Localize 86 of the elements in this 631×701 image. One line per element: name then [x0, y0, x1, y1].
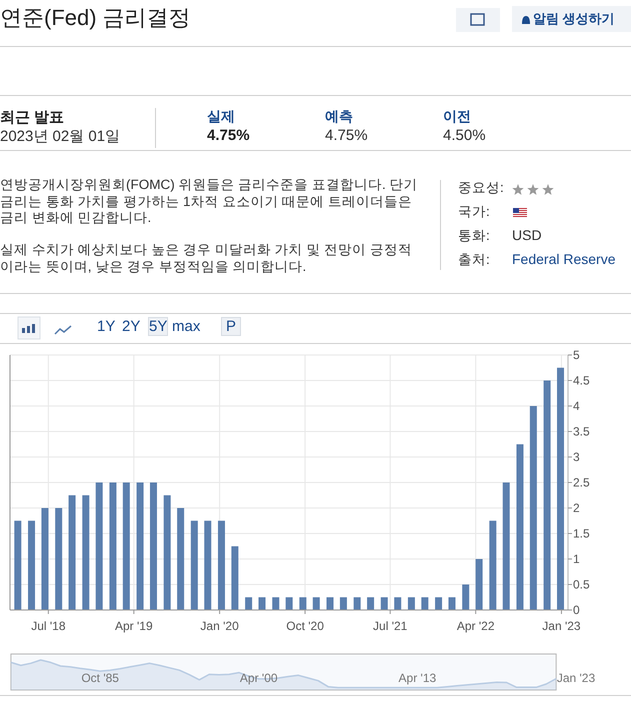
- bar: [354, 597, 361, 610]
- bar: [245, 597, 252, 610]
- bar: [462, 584, 470, 610]
- y-tick-label: 0.5: [573, 578, 590, 592]
- text: 실제: [207, 108, 235, 126]
- text: 연준(Fed) 금리결정: [0, 4, 191, 32]
- bar: [82, 495, 90, 610]
- bar: [272, 597, 280, 610]
- bar: [530, 406, 537, 610]
- x-tick-label: Apr '13: [398, 671, 437, 685]
- bar: [299, 597, 306, 610]
- y-tick-label: 3: [573, 450, 580, 464]
- source-note: 출처:: [458, 251, 490, 269]
- bar: [96, 482, 103, 610]
- bar: [231, 546, 238, 610]
- bar: [340, 597, 347, 610]
- bar: [109, 482, 116, 610]
- bar: [435, 597, 442, 610]
- text: 통화:: [458, 227, 490, 245]
- bar: [41, 508, 48, 610]
- text: P: [222, 318, 240, 335]
- text: 실제 수치가 예상치보다 높은 경우 미달러화 가치 및 전망이 긍정적이라는 뜻이며, 낮은 경우 부정적임을 의미합니다.: [0, 242, 413, 275]
- bar: [380, 597, 388, 610]
- bar: [448, 597, 456, 610]
- bar: [421, 597, 428, 610]
- bar: [476, 559, 483, 610]
- bar: [394, 597, 402, 610]
- y-tick-label: 1.5: [573, 526, 590, 540]
- x-tick-label: Apr '22: [456, 619, 495, 633]
- bar: [218, 520, 225, 610]
- text: USD: [512, 227, 542, 243]
- bar: [55, 508, 62, 610]
- bar: [516, 444, 524, 610]
- text: 2023년 02월 01일: [0, 127, 120, 146]
- text: 예측: [325, 108, 353, 126]
- text: 연방공개시장위원회(FOMC) 위원들은 금리수준을 표결합니다. 단기 금리는 통화 가치를 평가하는 1차적 요소이기 때문에 트레이더들은 금리 변화에 민감합니다.: [0, 177, 418, 226]
- y-tick-label: 4: [573, 399, 580, 413]
- bar: [258, 597, 266, 610]
- bar: [544, 380, 551, 610]
- bar: [190, 520, 198, 610]
- text: 4.50%: [443, 127, 486, 144]
- bar: [164, 495, 171, 610]
- x-tick-label: Apr '00: [240, 671, 278, 685]
- x-tick-label: Jul '21: [373, 619, 408, 633]
- bar: [489, 520, 496, 610]
- x-tick-label: Oct '20: [286, 619, 324, 633]
- bar: [312, 597, 320, 610]
- y-tick-label: 5: [573, 348, 580, 362]
- text: 1Y: [97, 318, 116, 335]
- x-tick-label: Jul '18: [31, 619, 66, 633]
- text: 알림 생성하기: [533, 10, 615, 28]
- x-tick-label: Jan '23: [542, 619, 581, 633]
- y-tick-label: 3.5: [573, 424, 590, 438]
- bar: [408, 597, 415, 610]
- text: 중요성:: [458, 179, 504, 197]
- bar: [68, 495, 76, 610]
- text: 이전: [443, 108, 471, 126]
- bar: [502, 482, 510, 610]
- text: 5Y: [149, 318, 168, 335]
- y-tick-label: 2: [573, 501, 580, 515]
- text: Federal Reserve: [512, 251, 616, 267]
- x-tick-label: Oct '85: [81, 671, 120, 685]
- text: max: [172, 318, 200, 335]
- bar: [557, 368, 564, 610]
- text: 최근 발표: [0, 108, 64, 127]
- bar: [136, 482, 144, 610]
- bar: [326, 597, 334, 610]
- bar: [204, 520, 212, 610]
- text: 4.75%: [207, 127, 250, 144]
- text: 4.75%: [325, 127, 368, 144]
- bar: [177, 508, 184, 610]
- bar: [122, 482, 130, 610]
- y-tick-label: 2.5: [573, 476, 590, 490]
- bar: [286, 597, 293, 610]
- y-tick-label: 0: [573, 603, 580, 617]
- text: 국가:: [458, 203, 490, 221]
- bar: [150, 482, 157, 610]
- x-tick-label: Jan '20: [200, 619, 240, 633]
- bar: [367, 597, 374, 610]
- bar: [28, 520, 36, 610]
- text: 2Y: [122, 318, 140, 335]
- y-tick-label: 1: [573, 552, 580, 566]
- bar: [14, 520, 22, 610]
- y-tick-label: 4.5: [573, 374, 590, 388]
- x-tick-label: Jan '23: [556, 671, 596, 685]
- x-tick-label: Apr '19: [115, 619, 153, 633]
